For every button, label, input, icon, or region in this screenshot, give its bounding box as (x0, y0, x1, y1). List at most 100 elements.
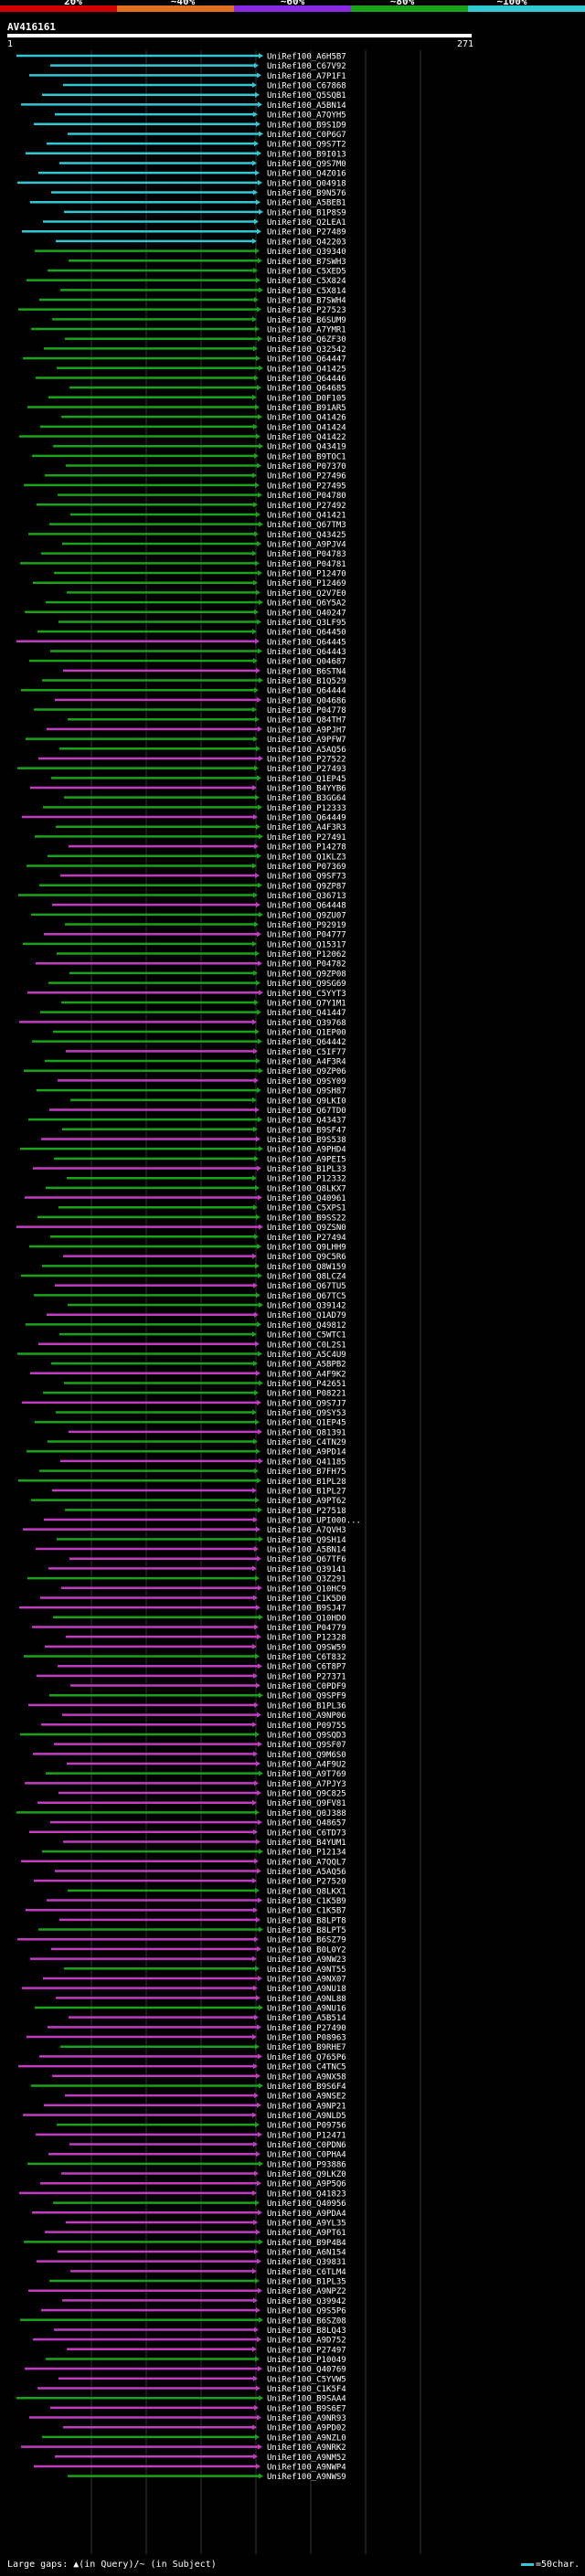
hit-label[interactable]: UniRef100_A7QVH3 (267, 1526, 346, 1535)
hit-label[interactable]: UniRef100_Q04687 (267, 658, 346, 667)
hit-label[interactable]: UniRef100_P93886 (267, 2160, 346, 2169)
hit-label[interactable]: UniRef100_Q0J388 (267, 1809, 346, 1818)
hit-label[interactable]: UniRef100_A7P1F1 (267, 72, 346, 81)
hit-label[interactable]: UniRef100_Q39831 (267, 2258, 346, 2267)
hit-label[interactable]: UniRef100_Q64446 (267, 375, 346, 384)
hit-label[interactable]: UniRef100_C6T8P7 (267, 1663, 346, 1672)
hit-label[interactable]: UniRef100_Q7Y1M1 (267, 999, 346, 1008)
hit-label[interactable]: UniRef100_B8LPT8 (267, 1916, 346, 1925)
hit-label[interactable]: UniRef100_A9NM52 (267, 2454, 346, 2463)
hit-label[interactable]: UniRef100_A9NSE2 (267, 2093, 346, 2102)
hit-label[interactable]: UniRef100_A9NRK2 (267, 2443, 346, 2453)
hit-label[interactable]: UniRef100_Q39340 (267, 248, 346, 257)
hit-label[interactable]: UniRef100_Q10HD0 (267, 1614, 346, 1623)
hit-label[interactable]: UniRef100_Q64445 (267, 638, 346, 647)
hit-label[interactable]: UniRef100_Q64443 (267, 648, 346, 657)
hit-label[interactable]: UniRef100_B9S538 (267, 1136, 346, 1145)
hit-label[interactable]: UniRef100_C1K5F4 (267, 2385, 346, 2394)
hit-label[interactable]: UniRef100_A9NZL0 (267, 2433, 346, 2443)
hit-label[interactable]: UniRef100_B91AR5 (267, 404, 346, 413)
hit-label[interactable]: UniRef100_Q9LKI0 (267, 1097, 346, 1106)
hit-label[interactable]: UniRef100_Q67TD0 (267, 1107, 346, 1116)
hit-label[interactable]: UniRef100_P07370 (267, 462, 346, 472)
hit-label[interactable]: UniRef100_Q9LKZ0 (267, 2170, 346, 2179)
hit-label[interactable]: UniRef100_B6STN4 (267, 667, 346, 676)
hit-label[interactable]: UniRef100_Q32542 (267, 345, 346, 355)
hit-label[interactable]: UniRef100_C5IF77 (267, 1048, 346, 1057)
hit-label[interactable]: UniRef100_Q8LCZ4 (267, 1273, 346, 1282)
hit-label[interactable]: UniRef100_A4F3R4 (267, 1058, 346, 1067)
hit-label[interactable]: UniRef100_P27489 (267, 228, 346, 238)
hit-label[interactable]: UniRef100_Q9SPF9 (267, 1692, 346, 1701)
hit-label[interactable]: UniRef100_Q64448 (267, 902, 346, 911)
hit-label[interactable]: UniRef100_A5C4U9 (267, 1351, 346, 1360)
hit-label[interactable]: UniRef100_Q9S7M0 (267, 160, 346, 169)
hit-label[interactable]: UniRef100_A9PDA4 (267, 2210, 346, 2219)
hit-label[interactable]: UniRef100_B9SF47 (267, 1126, 346, 1135)
hit-label[interactable]: UniRef100_B7SWH4 (267, 297, 346, 306)
hit-label[interactable]: UniRef100_D0F105 (267, 394, 346, 403)
hit-label[interactable]: UniRef100_B9SS22 (267, 1214, 346, 1223)
hit-label[interactable]: UniRef100_Q9SG69 (267, 980, 346, 989)
hit-label[interactable]: UniRef100_Q3Z291 (267, 1575, 346, 1585)
hit-label[interactable]: UniRef100_P04783 (267, 550, 346, 559)
hit-label[interactable]: UniRef100_P27523 (267, 306, 346, 315)
hit-label[interactable]: UniRef100_A9PHD4 (267, 1146, 346, 1155)
hit-label[interactable]: UniRef100_Q9ZP08 (267, 970, 346, 979)
hit-label[interactable]: UniRef100_Q42203 (267, 238, 346, 247)
hit-label[interactable]: UniRef100_Q1EP00 (267, 1029, 346, 1038)
hit-label[interactable]: UniRef100_Q67TM3 (267, 521, 346, 530)
hit-label[interactable]: UniRef100_Q67TC5 (267, 1292, 346, 1301)
hit-label[interactable]: UniRef100_C0PDF9 (267, 1682, 346, 1691)
hit-label[interactable]: UniRef100_Q9SW59 (267, 1643, 346, 1652)
hit-label[interactable]: UniRef100_Q41823 (267, 2189, 346, 2199)
hit-label[interactable]: UniRef100_P27494 (267, 1234, 346, 1243)
hit-label[interactable]: UniRef100_Q9SH14 (267, 1536, 346, 1545)
hit-label[interactable]: UniRef100_Q6Y5A2 (267, 599, 346, 609)
hit-label[interactable]: UniRef100_A9NX58 (267, 2072, 346, 2082)
hit-label[interactable]: UniRef100_Q3LF95 (267, 619, 346, 628)
hit-label[interactable]: UniRef100_P12134 (267, 1849, 346, 1858)
hit-label[interactable]: UniRef100_P27491 (267, 833, 346, 843)
hit-label[interactable]: UniRef100_P12471 (267, 2131, 346, 2140)
hit-label[interactable]: UniRef100_Q67TU5 (267, 1282, 346, 1291)
hit-label[interactable]: UniRef100_C5YVW5 (267, 2375, 346, 2384)
hit-label[interactable]: UniRef100_Q36713 (267, 892, 346, 901)
hit-label[interactable]: UniRef100_A9PT61 (267, 2229, 346, 2238)
hit-label[interactable]: UniRef100_Q64444 (267, 687, 346, 696)
hit-label[interactable]: UniRef100_A4F9K2 (267, 1370, 346, 1379)
hit-label[interactable]: UniRef100_Q9S7T2 (267, 141, 346, 150)
hit-label[interactable]: UniRef100_A9NLD5 (267, 2112, 346, 2121)
hit-label[interactable]: UniRef100_C1K5B9 (267, 1897, 346, 1906)
hit-label[interactable]: UniRef100_Q9SQD3 (267, 1731, 346, 1740)
hit-label[interactable]: UniRef100_P04777 (267, 931, 346, 940)
hit-label[interactable]: UniRef100_Q9LHH9 (267, 1243, 346, 1252)
hit-label[interactable]: UniRef100_A9NX07 (267, 1975, 346, 1984)
hit-label[interactable]: UniRef100_A4F9U2 (267, 1761, 346, 1770)
hit-label[interactable]: UniRef100_Q9M6S0 (267, 1751, 346, 1760)
hit-label[interactable]: UniRef100_C67V92 (267, 62, 346, 71)
hit-label[interactable]: UniRef100_P27371 (267, 1672, 346, 1681)
hit-label[interactable]: UniRef100_P14278 (267, 843, 346, 853)
hit-label[interactable]: UniRef100_Q2LEA1 (267, 218, 346, 228)
hit-label[interactable]: UniRef100_Q67TF6 (267, 1555, 346, 1564)
hit-label[interactable]: UniRef100_A5AQ56 (267, 1868, 346, 1877)
hit-label[interactable]: UniRef100_C6T832 (267, 1653, 346, 1662)
hit-label[interactable]: UniRef100_P09755 (267, 1722, 346, 1731)
hit-label[interactable]: UniRef100_Q43419 (267, 443, 346, 452)
hit-label[interactable]: UniRef100_A9PEI5 (267, 1155, 346, 1164)
hit-label[interactable]: UniRef100_Q40247 (267, 609, 346, 618)
hit-label[interactable]: UniRef100_P12470 (267, 570, 346, 579)
hit-label[interactable]: UniRef100_A6H5B7 (267, 53, 346, 62)
hit-label[interactable]: UniRef100_C4TNC5 (267, 2063, 346, 2072)
hit-label[interactable]: UniRef100_B6SZ79 (267, 1936, 346, 1945)
hit-label[interactable]: UniRef100_B8LQ43 (267, 2327, 346, 2336)
hit-label[interactable]: UniRef100_A9PD02 (267, 2424, 346, 2433)
hit-label[interactable]: UniRef100_B9P4B4 (267, 2239, 346, 2248)
hit-label[interactable]: UniRef100_Q9ZU07 (267, 911, 346, 920)
hit-label[interactable]: UniRef100_A9NL88 (267, 1995, 346, 2004)
hit-label[interactable]: UniRef100_A9NU16 (267, 2005, 346, 2014)
hit-label[interactable]: UniRef100_P09756 (267, 2122, 346, 2131)
hit-label[interactable]: UniRef100_P27496 (267, 472, 346, 482)
hit-label[interactable]: UniRef100_Q5SQB1 (267, 91, 346, 101)
